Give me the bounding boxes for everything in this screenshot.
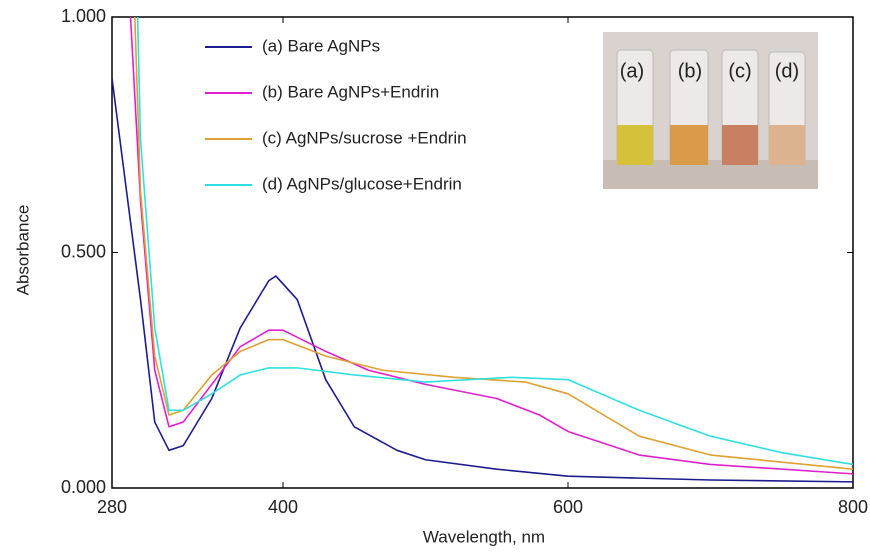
legend-label: (c) AgNPs/sucrose +Endrin bbox=[262, 128, 467, 147]
chart: Wavelength, nm Absorbance (a) (b) (c) (d) 2… bbox=[0, 0, 870, 556]
y-tick-label: 1.000 bbox=[61, 6, 106, 26]
legend-label: (a) Bare AgNPs bbox=[262, 36, 380, 55]
inset-photo: (a) (b) (c) (d) bbox=[603, 32, 818, 189]
inset-label: (d) bbox=[775, 60, 799, 82]
legend-label: (b) Bare AgNPs+Endrin bbox=[262, 82, 439, 101]
x-axis-label: Wavelength, nm bbox=[423, 527, 545, 546]
inset-label: (c) bbox=[728, 60, 751, 82]
x-tick-label: 600 bbox=[553, 497, 583, 517]
y-axis-label: Absorbance bbox=[13, 205, 32, 296]
inset-label: (b) bbox=[678, 60, 702, 82]
inset-label: (a) bbox=[620, 60, 644, 82]
vial-liquid bbox=[670, 125, 708, 165]
x-tick-label: 800 bbox=[838, 497, 868, 517]
x-tick-label: 280 bbox=[97, 497, 127, 517]
legend-label: (d) AgNPs/glucose+Endrin bbox=[262, 174, 462, 193]
x-tick-label: 400 bbox=[268, 497, 298, 517]
vial-liquid bbox=[769, 125, 805, 165]
y-tick-label: 0.000 bbox=[61, 477, 106, 497]
y-tick-label: 0.500 bbox=[61, 241, 106, 261]
vial-liquid bbox=[722, 125, 758, 165]
vial-liquid bbox=[617, 125, 653, 165]
